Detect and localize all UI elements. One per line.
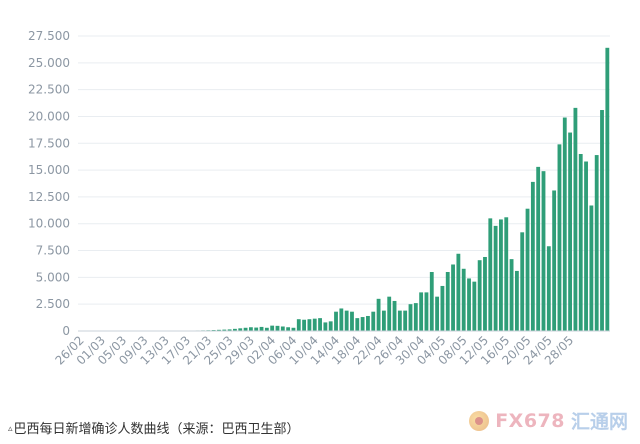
bar [360, 317, 365, 331]
bar [483, 256, 487, 331]
bar [344, 310, 349, 331]
bar [536, 166, 541, 331]
bar [584, 161, 588, 331]
bar [227, 329, 232, 331]
bar [302, 319, 307, 331]
bar [557, 144, 562, 331]
bar [350, 311, 354, 331]
bar [605, 47, 610, 332]
bar [424, 292, 429, 331]
bar [328, 321, 333, 331]
bar [530, 181, 535, 331]
bar [270, 325, 275, 331]
bar [376, 298, 381, 331]
bar [286, 327, 291, 331]
bar [461, 268, 466, 331]
y-tick-label: 12.500 [28, 190, 70, 204]
y-tick-label: 15.000 [28, 163, 70, 177]
bar [217, 329, 221, 331]
triangle-icon: ▵ [8, 424, 13, 434]
y-tick-label: 5.000 [36, 270, 70, 284]
bar [387, 296, 392, 331]
bar [381, 310, 386, 331]
bar [323, 322, 328, 331]
bar [355, 318, 360, 331]
bar [264, 327, 269, 331]
x-axis-ticks: 26/0201/0305/0309/0313/0317/0321/0325/03… [52, 333, 576, 367]
bar [520, 232, 525, 331]
caption-text: 巴西每日新增确诊人数曲线（来源：巴西卫生部） [13, 422, 300, 437]
y-tick-label: 0 [62, 324, 70, 338]
bar [334, 311, 338, 331]
bar [318, 318, 322, 331]
bar [408, 304, 413, 331]
bar [254, 327, 259, 331]
bar [509, 259, 514, 331]
bar [467, 278, 471, 331]
bar [552, 190, 557, 331]
bar [371, 311, 376, 331]
bar [312, 318, 317, 331]
y-axis-ticks: 0 2.500 5.000 7.500 10.000 12.500 15.000 17.500… [28, 29, 70, 338]
bar [243, 327, 248, 331]
bar [504, 217, 509, 331]
bars [78, 47, 610, 332]
bar [456, 253, 461, 331]
bar [472, 281, 477, 331]
bar [339, 308, 344, 331]
y-tick-label: 25.000 [28, 56, 70, 70]
bar [233, 328, 237, 331]
bar [291, 327, 296, 331]
bar [499, 219, 503, 331]
bar [573, 107, 578, 332]
y-tick-label: 22.500 [28, 83, 70, 97]
bar [600, 110, 604, 332]
bar [568, 132, 573, 331]
bar [541, 171, 546, 331]
watermark: FX678 汇通网 [469, 407, 628, 434]
bar [280, 326, 285, 331]
bar [493, 225, 498, 331]
bar [222, 329, 227, 331]
bar [259, 326, 264, 331]
y-tick-label: 17.500 [28, 136, 70, 150]
bar [445, 272, 450, 331]
bar [307, 319, 312, 331]
watermark-brand: FX678 [495, 409, 565, 432]
y-tick-label: 27.500 [28, 29, 70, 43]
bar [435, 296, 440, 331]
bar [429, 272, 434, 331]
bar [589, 205, 594, 331]
bar [403, 310, 408, 331]
bar [488, 218, 493, 331]
y-tick-label: 20.000 [28, 109, 70, 123]
bar [525, 208, 530, 331]
bar [397, 310, 402, 331]
y-tick-label: 7.500 [36, 244, 70, 258]
bar [594, 155, 599, 331]
gridlines [78, 35, 610, 332]
bar [477, 260, 482, 331]
bar [366, 315, 370, 331]
bar [578, 154, 583, 331]
bar [440, 285, 445, 331]
bar [296, 319, 301, 331]
bar [275, 325, 280, 331]
bar [562, 117, 567, 331]
bar [413, 303, 418, 331]
bar [419, 292, 424, 331]
bar [514, 270, 519, 331]
bar [546, 246, 551, 331]
bar [451, 264, 455, 331]
bar [238, 328, 243, 331]
bar [392, 300, 397, 331]
fx678-logo-icon [469, 410, 490, 431]
y-tick-label: 2.500 [36, 297, 70, 311]
y-tick-label: 10.000 [28, 217, 70, 231]
bar [248, 327, 253, 331]
watermark-cn: 汇通网 [570, 411, 628, 433]
chart-caption: ▵巴西每日新增确诊人数曲线（来源：巴西卫生部） [8, 418, 300, 437]
